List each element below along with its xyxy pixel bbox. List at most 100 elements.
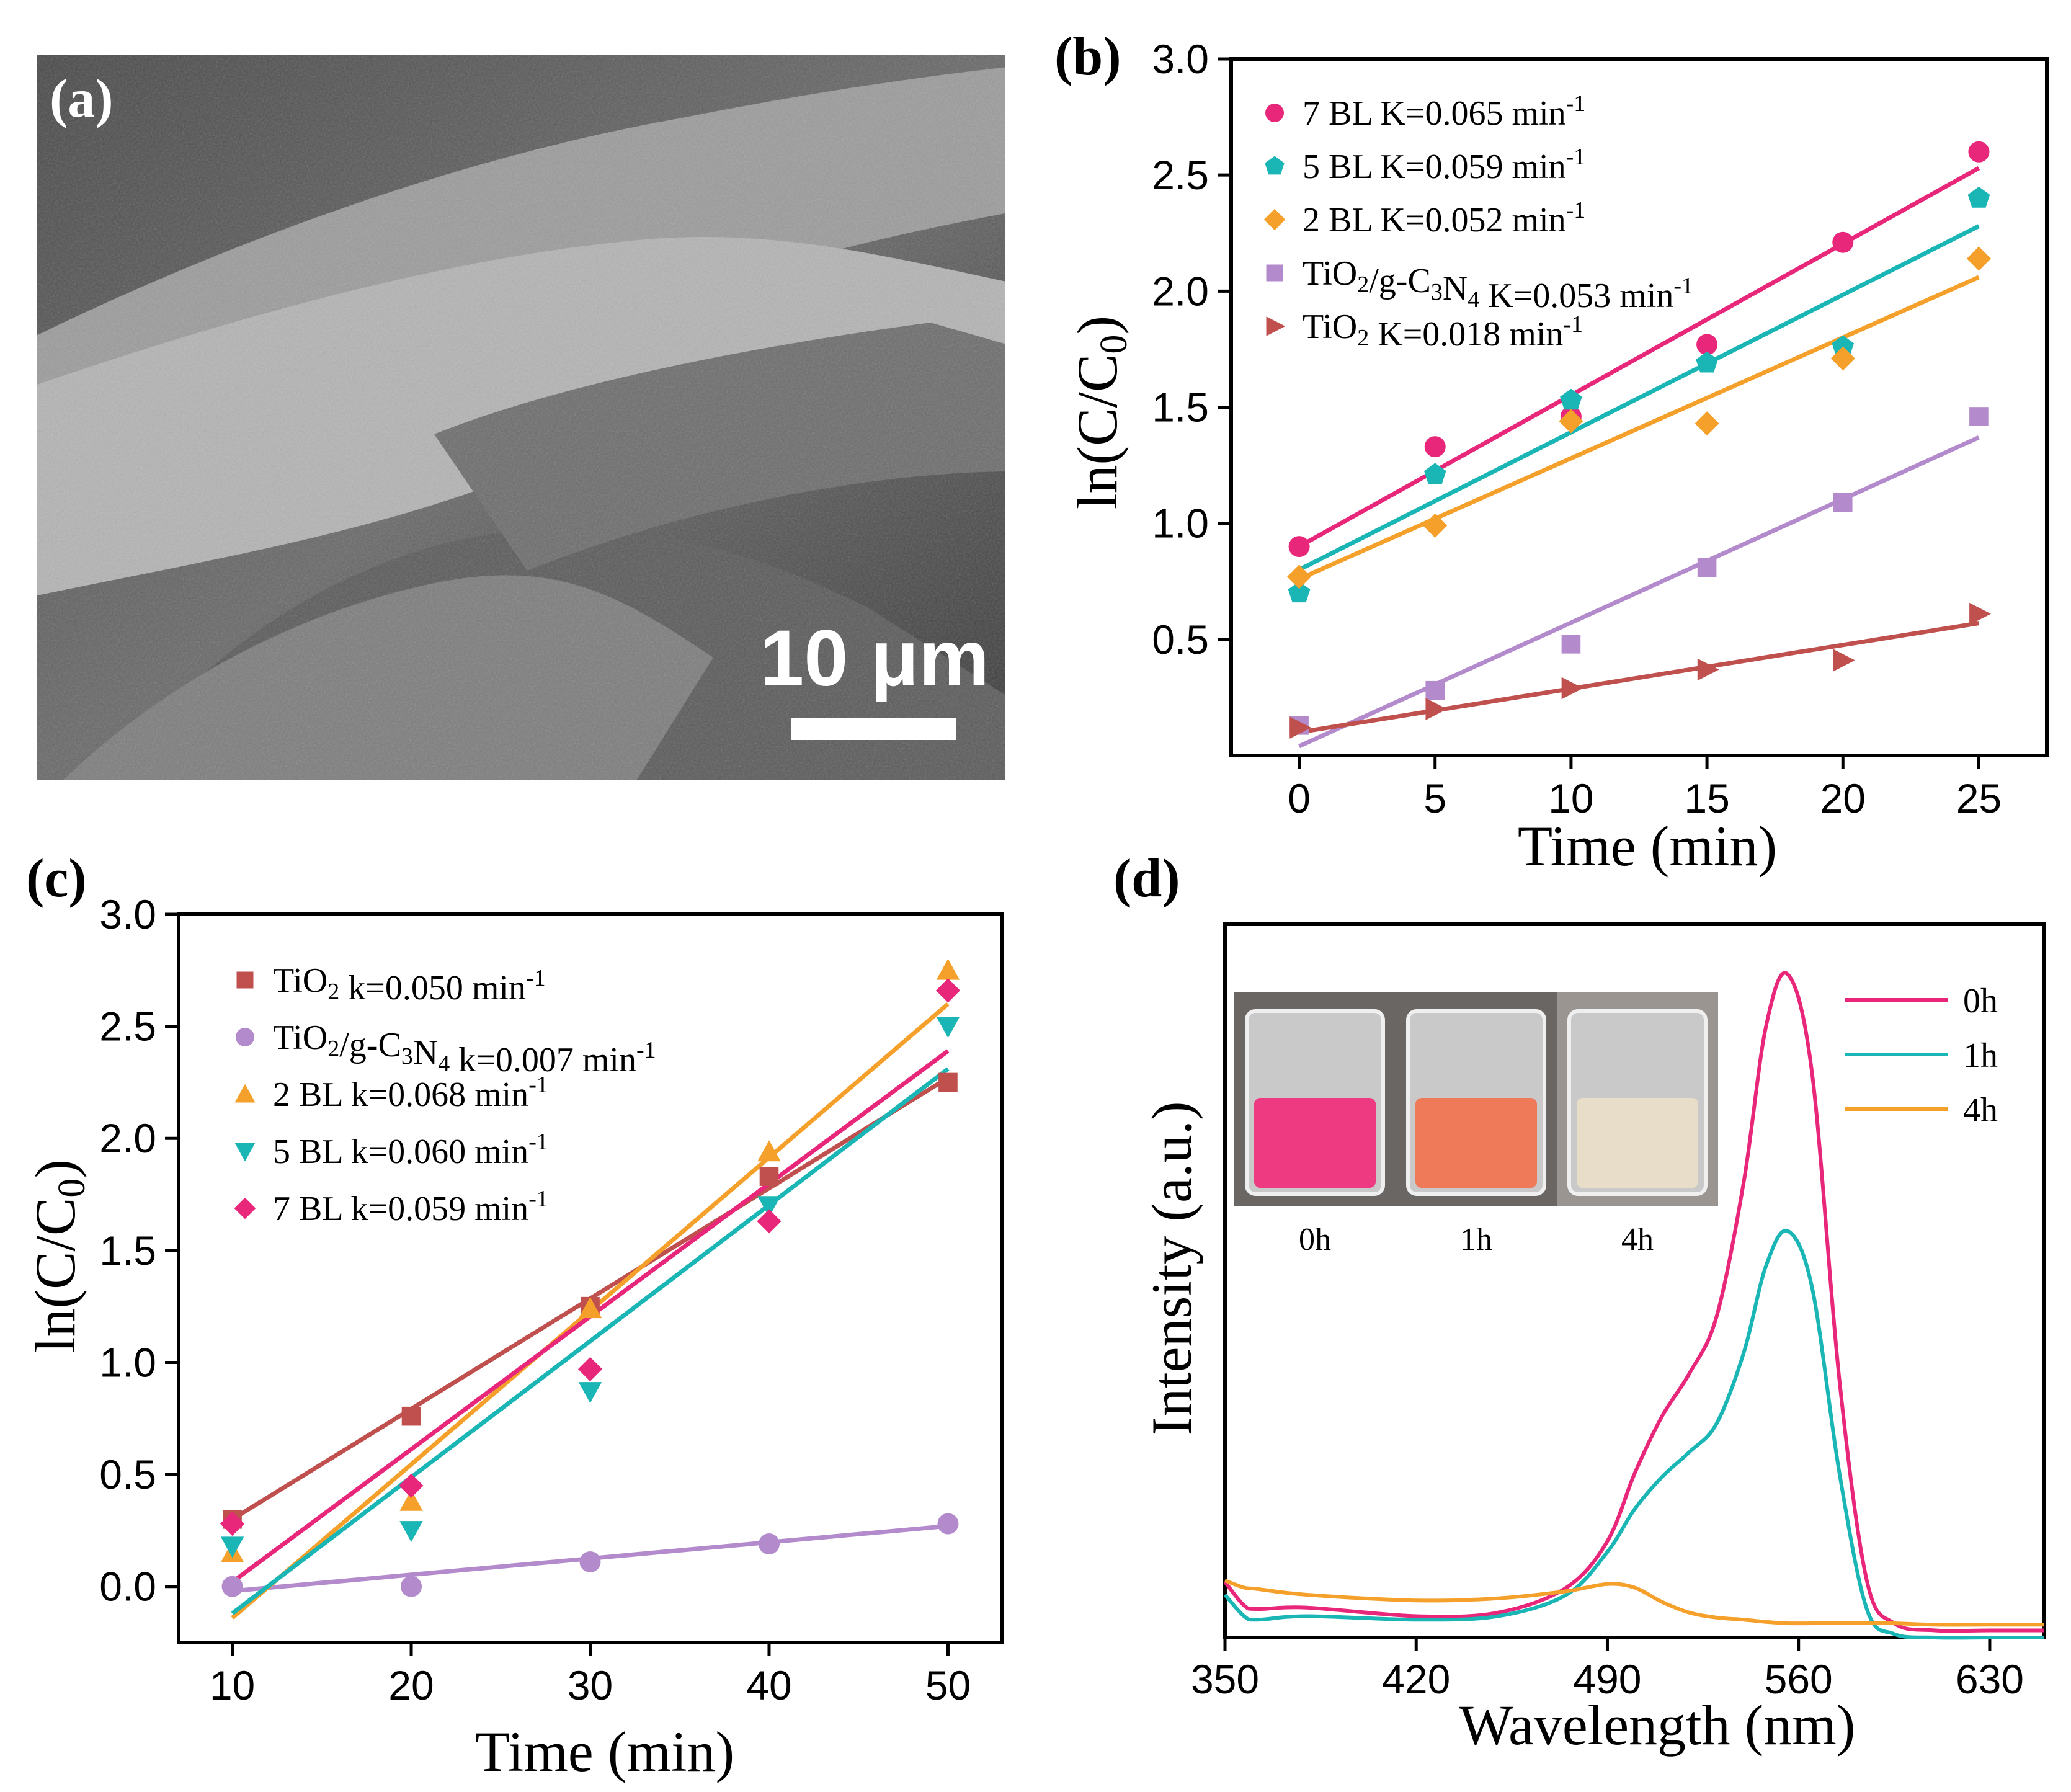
data-point-2-bl-k-0-052-min-1 <box>1559 409 1583 434</box>
data-point-5-bl-k-0-059-min-1 <box>1288 581 1311 603</box>
data-point-7-bl-k-0-065-min-1 <box>1288 536 1310 558</box>
x-tick-label: 560 <box>1765 1656 1833 1702</box>
data-point-tio2-g-c3n4-k-0-007-min-1 <box>579 1551 601 1572</box>
data-point-tio2-k-0-018-min-1 <box>1425 698 1448 720</box>
data-point-2-bl-k-0-052-min-1 <box>1830 346 1855 371</box>
x-tick-label: 490 <box>1573 1656 1641 1702</box>
legend-label-4h: 4h <box>1963 1091 1998 1130</box>
data-point-2-bl-k-0-052-min-1 <box>1966 246 1991 271</box>
x-tick-label: 40 <box>746 1662 791 1708</box>
y-tick-label: 1.5 <box>99 1228 156 1273</box>
inset-label-1h: 1h <box>1460 1222 1492 1257</box>
data-point-7-bl-k-0-059-min-1 <box>399 1473 424 1498</box>
panel-d-ylabel: Intensity (a.u.) <box>1140 1101 1203 1435</box>
legend-marker-7-bl-k-0-059-min-1 <box>234 1197 256 1219</box>
data-point-2-bl-k-0-052-min-1 <box>1423 513 1448 538</box>
legend-label-7-bl-k-0-065-min-1: 7 BL K=0.065 min-1 <box>1303 91 1585 133</box>
data-point-2-bl-k-0-068-min-1 <box>757 1140 781 1162</box>
legend-marker-2-bl-k-0-068-min-1 <box>234 1084 256 1103</box>
legend-marker-tio2-k-0-018-min-1 <box>1266 316 1286 336</box>
panel-c-ylabel: ln(C/C0) <box>24 1159 93 1353</box>
data-point-tio2-k-0-018-min-1 <box>1561 677 1583 700</box>
fit-line-tio2-k-0-018-min-1 <box>1299 621 1979 735</box>
panel-b-xlabel: Time (min) <box>1518 814 1777 878</box>
fit-line-7-bl-k-0-065-min-1 <box>1298 166 1980 549</box>
data-point-7-bl-k-0-059-min-1 <box>757 1209 782 1234</box>
x-tick-label: 20 <box>1820 775 1866 821</box>
data-point-tio2-k-0-018-min-1 <box>1697 658 1719 681</box>
data-point-5-bl-k-0-059-min-1 <box>1967 186 1990 208</box>
beaker-solution-1h <box>1415 1098 1537 1188</box>
panel-d-xlabel: Wavelength (nm) <box>1459 1693 1856 1757</box>
data-point-2-bl-k-0-068-min-1 <box>399 1489 423 1511</box>
data-point-5-bl-k-0-060-min-1 <box>399 1521 423 1543</box>
panel-a: (a) 10 μm <box>37 55 1005 780</box>
data-point-tio2-g-c3n4-k-0-007-min-1 <box>758 1533 780 1555</box>
y-tick-label: 2.0 <box>1152 268 1209 314</box>
data-point-5-bl-k-0-059-min-1 <box>1832 335 1855 357</box>
data-point-5-bl-k-0-060-min-1 <box>757 1196 781 1218</box>
legend-label-tio2-g-c3n4-k-0-053-min-1: TiO2/g-C3N4 K=0.053 min-1 <box>1303 254 1693 315</box>
data-point-5-bl-k-0-060-min-1 <box>936 1017 960 1038</box>
data-point-5-bl-k-0-059-min-1 <box>1560 388 1582 410</box>
data-point-tio2-g-c3n4-k-0-053-min-1 <box>1425 680 1445 700</box>
panel-c-label: (c) <box>26 849 87 909</box>
data-point-tio2-g-c3n4-k-0-053-min-1 <box>1697 558 1717 577</box>
fit-line-2-bl-k-0-052-min-1 <box>1298 275 1980 581</box>
legend-marker-5-bl-k-0-059-min-1 <box>1265 156 1285 175</box>
y-tick-label: 2.0 <box>99 1115 156 1161</box>
x-tick-label: 0 <box>1288 775 1311 821</box>
beaker-solution-0h <box>1254 1098 1376 1188</box>
data-point-2-bl-k-0-068-min-1 <box>578 1297 602 1319</box>
y-tick-label: 0.5 <box>1152 617 1209 662</box>
inset-label-0h: 0h <box>1299 1222 1331 1257</box>
data-point-tio2-k-0-018-min-1 <box>1969 602 1991 625</box>
legend-label-2-bl-k-0-052-min-1: 2 BL K=0.052 min-1 <box>1303 197 1585 239</box>
legend-marker-tio2-g-c3n4-k-0-053-min-1 <box>1266 264 1283 282</box>
data-point-7-bl-k-0-059-min-1 <box>577 1357 603 1381</box>
beaker-solution-4h <box>1577 1098 1698 1188</box>
panel-d-label: (d) <box>1113 849 1180 909</box>
data-point-tio2-g-c3n4-k-0-007-min-1 <box>221 1576 243 1597</box>
legend-label-tio2-k-0-050-min-1: TiO2 k=0.050 min-1 <box>273 961 546 1007</box>
sem-fibers <box>37 55 1005 780</box>
data-point-2-bl-k-0-052-min-1 <box>1287 564 1312 589</box>
y-tick-label: 1.0 <box>99 1339 156 1385</box>
legend-label-tio2-g-c3n4-k-0-007-min-1: TiO2/g-C3N4 k=0.007 min-1 <box>273 1019 656 1079</box>
data-point-7-bl-k-0-065-min-1 <box>1832 231 1854 253</box>
data-point-7-bl-k-0-065-min-1 <box>1696 334 1718 355</box>
data-point-7-bl-k-0-059-min-1 <box>220 1511 245 1536</box>
data-point-5-bl-k-0-059-min-1 <box>1696 351 1718 373</box>
x-tick-label: 50 <box>925 1662 971 1708</box>
data-point-7-bl-k-0-065-min-1 <box>1968 141 1990 163</box>
data-point-tio2-g-c3n4-k-0-007-min-1 <box>937 1513 959 1535</box>
y-tick-label: 2.5 <box>1152 152 1209 198</box>
x-tick-label: 30 <box>568 1662 613 1708</box>
data-point-tio2-g-c3n4-k-0-007-min-1 <box>401 1576 422 1597</box>
data-point-2-bl-k-0-068-min-1 <box>936 958 960 980</box>
data-point-5-bl-k-0-060-min-1 <box>220 1536 244 1558</box>
legend-marker-tio2-g-c3n4-k-0-007-min-1 <box>236 1028 254 1046</box>
data-point-tio2-k-0-050-min-1 <box>938 1072 958 1092</box>
spectrum-line-4h <box>1224 1579 2044 1627</box>
data-point-tio2-g-c3n4-k-0-053-min-1 <box>1833 493 1853 512</box>
data-point-tio2-k-0-050-min-1 <box>759 1167 779 1186</box>
data-point-5-bl-k-0-060-min-1 <box>578 1382 602 1404</box>
legend-label-1h: 1h <box>1963 1036 1998 1075</box>
panel-b: (b) 0 5 10 15 20 25 0.5 1.0 1.5 2.0 2.5 3.0 7 BL K=0… <box>1054 27 2049 878</box>
spectrum-line-1h <box>1223 1228 2044 1640</box>
legend-label-7-bl-k-0-059-min-1: 7 BL k=0.059 min-1 <box>273 1186 548 1228</box>
panel-b-plot: 0 5 10 15 20 25 0.5 1.0 1.5 2.0 2.5 3.0 7 BL K=0.065… <box>1152 36 2049 821</box>
x-tick-label: 20 <box>388 1662 434 1708</box>
x-tick-label: 10 <box>1548 775 1593 821</box>
data-point-2-bl-k-0-052-min-1 <box>1695 411 1719 436</box>
x-tick-label: 350 <box>1191 1656 1259 1702</box>
fit-line-5-bl-k-0-059-min-1 <box>1298 224 1980 572</box>
data-point-7-bl-k-0-065-min-1 <box>1424 436 1446 458</box>
legend-marker-5-bl-k-0-060-min-1 <box>234 1143 256 1162</box>
fit-line-tio2-g-c3n4-k-0-053-min-1 <box>1298 435 1980 749</box>
y-tick-label: 1.5 <box>1152 385 1209 430</box>
legend-marker-2-bl-k-0-052-min-1 <box>1263 208 1286 231</box>
legend-marker-tio2-k-0-050-min-1 <box>236 971 254 989</box>
